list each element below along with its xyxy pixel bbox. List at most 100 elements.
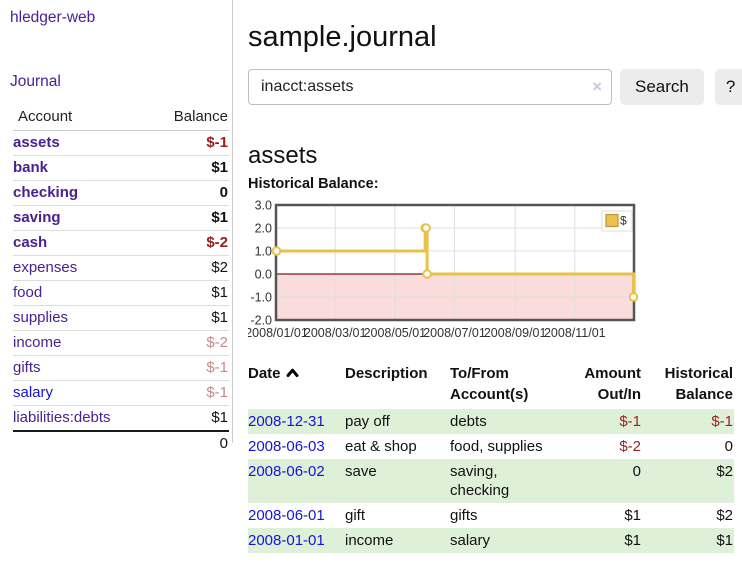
transaction-date-link[interactable]: 2008-06-02 [248, 463, 325, 480]
transaction-amount: $-1 [619, 413, 641, 430]
x-axis-tick-label: 2008/03/01 [304, 326, 367, 340]
transaction-accounts: gifts [450, 507, 478, 524]
sidebar-account-row: bank $1 [13, 155, 229, 181]
sidebar-account-link[interactable]: checking [13, 184, 79, 201]
sidebar-account-row: liabilities:debts $1 [13, 405, 229, 431]
sidebar-account-row: cash $-2 [13, 230, 229, 256]
y-axis-tick-label: 3.0 [255, 199, 272, 213]
sidebar-account-row: food $1 [13, 280, 229, 306]
sidebar-account-row: expenses $2 [13, 255, 229, 281]
nav-journal-link[interactable]: Journal [10, 73, 61, 90]
transaction-date-cell: 2008-01-01 [248, 528, 345, 553]
sidebar-account-link[interactable]: assets [13, 134, 60, 151]
sidebar-accounts-header-row: Account Balance [13, 105, 229, 131]
transaction-accounts: salary [450, 532, 491, 549]
sidebar-accounts-table: Account Balance assets $-1 bank $1 checking 0… [13, 105, 229, 456]
transaction-balance: $2 [716, 463, 733, 480]
y-axis-tick-label: 1.0 [255, 245, 272, 259]
transaction-date-cell: 2008-06-01 [248, 503, 345, 528]
transaction-amount: $1 [624, 532, 641, 549]
description-column-header: Description [345, 365, 428, 382]
chart-section-label: Historical Balance: [248, 176, 379, 192]
transaction-accounts: saving, checking [450, 463, 510, 499]
transaction-row: 2008-12-31 pay off debts $-1 $-1 [248, 409, 734, 434]
sidebar-account-row: supplies $1 [13, 305, 229, 331]
transaction-balance: $1 [716, 532, 733, 549]
register-header-row: Date Description To/From Account(s) Amou… [248, 361, 734, 409]
x-axis-tick-label: 2008/09/01 [484, 326, 547, 340]
sidebar-account-rows: assets $-1 bank $1 checking 0 saving $1 cash $-2 e… [13, 131, 229, 456]
transaction-amount: $-2 [619, 438, 641, 455]
total-balance: 0 [150, 430, 229, 456]
account-heading: assets [248, 141, 318, 169]
balance-column-header: Balance [150, 105, 229, 131]
sidebar-account-link[interactable]: income [13, 334, 62, 351]
transaction-amount: $1 [624, 507, 641, 524]
transaction-date-link[interactable]: 2008-06-03 [248, 438, 325, 455]
sidebar-account-link[interactable]: supplies [13, 309, 69, 326]
account-balance: $1 [150, 405, 229, 431]
account-column-header: Account [13, 105, 151, 131]
sidebar-account-row: saving $1 [13, 205, 229, 231]
sidebar-account-link[interactable]: gifts [13, 359, 41, 376]
transaction-date-link[interactable]: 2008-01-01 [248, 532, 325, 549]
svg-text:$: $ [620, 214, 627, 228]
transaction-date-link[interactable]: 2008-06-01 [248, 507, 325, 524]
transaction-row: 2008-06-01 gift gifts $1 $2 [248, 503, 734, 528]
chart-point [628, 292, 639, 302]
transaction-description: pay off [345, 413, 390, 430]
search-button[interactable]: Search [620, 69, 704, 105]
chart-point [271, 246, 282, 256]
balance-column-header: Historical Balance [664, 365, 733, 403]
y-axis-tick-label: 2.0 [255, 222, 272, 236]
search-input[interactable] [248, 69, 612, 105]
date-column-header[interactable]: Date [248, 361, 345, 409]
transaction-date-cell: 2008-06-02 [248, 459, 345, 503]
transaction-description: eat & shop [345, 438, 417, 455]
account-balance: $1 [150, 305, 229, 331]
transaction-accounts: food, supplies [450, 438, 543, 455]
accounts-column-header: To/From Account(s) [450, 365, 529, 403]
chart-svg: $3.0 2.0 1.0 0.0 -1.0 -2.02008/01/012008/03/0… [245, 199, 639, 340]
transaction-row: 2008-06-03 eat & shop food, supplies $-2 0 [248, 434, 734, 459]
y-axis-tick-label: -2.0 [250, 314, 272, 328]
sidebar-account-link[interactable]: cash [13, 234, 48, 251]
account-balance: $-1 [150, 380, 229, 406]
account-balance: 0 [150, 180, 229, 206]
page-title: sample.journal [248, 21, 437, 54]
transaction-date-link[interactable]: 2008-12-31 [248, 413, 325, 430]
sidebar-account-link[interactable]: expenses [13, 259, 78, 276]
account-balance: $-2 [150, 230, 229, 256]
help-button[interactable]: ? [714, 69, 742, 105]
transaction-balance: $2 [716, 507, 733, 524]
transaction-date-cell: 2008-06-03 [248, 434, 345, 459]
transaction-date-cell: 2008-12-31 [248, 409, 345, 434]
app-brand-link[interactable]: hledger-web [10, 9, 96, 26]
clear-search-icon[interactable]: × [592, 77, 602, 96]
chart-point [422, 269, 432, 279]
sidebar-account-link[interactable]: salary [13, 384, 54, 401]
main-content: sample.journal × Search ? assets Histori… [245, 0, 742, 582]
x-axis-tick-label: 2008/11/01 [544, 326, 606, 340]
x-axis-tick-label: 2008/07/01 [423, 326, 486, 340]
sidebar-account-link[interactable]: food [13, 284, 43, 301]
chart-point [421, 223, 431, 233]
sidebar-account-row: salary $-1 [13, 380, 229, 406]
sidebar-account-link[interactable]: bank [13, 159, 49, 176]
search-bar: × Search ? [248, 69, 742, 105]
account-balance: $-2 [150, 330, 229, 356]
sidebar-account-row: income $-2 [13, 330, 229, 356]
account-balance: $-1 [150, 355, 229, 381]
sidebar-total-row: 0 [13, 430, 229, 456]
amount-column-header: Amount Out/In [584, 365, 641, 403]
x-axis-tick-label: 2008/05/01 [364, 326, 427, 340]
sidebar-account-link[interactable]: saving [13, 209, 61, 226]
sidebar-account-row: assets $-1 [13, 131, 229, 156]
register-rows: 2008-12-31 pay off debts $-1 $-1 2008-06-03 ea… [248, 409, 734, 553]
transaction-balance: 0 [724, 438, 733, 455]
transaction-description: gift [345, 507, 366, 524]
sidebar: hledger-web Journal Account Balance asse… [0, 0, 233, 456]
sidebar-account-link[interactable]: liabilities:debts [13, 409, 111, 426]
transaction-description: save [345, 463, 377, 480]
transaction-description: income [345, 532, 394, 549]
